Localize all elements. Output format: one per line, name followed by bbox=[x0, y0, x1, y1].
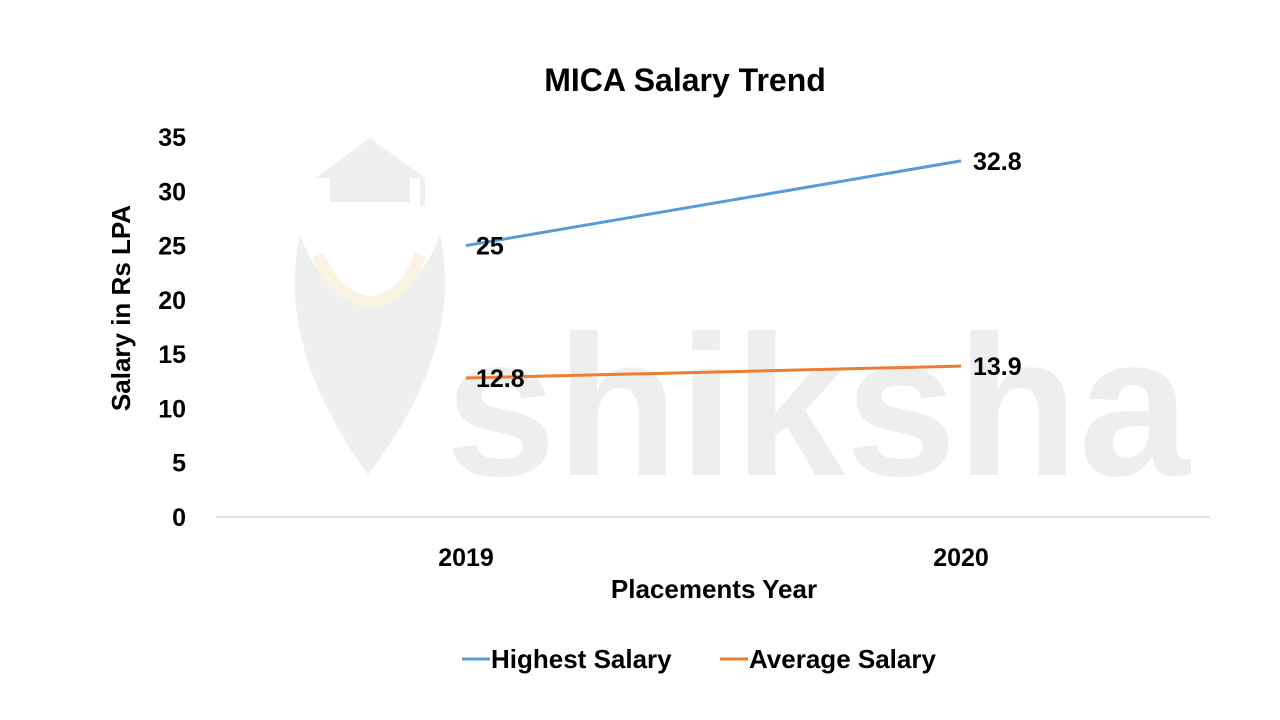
data-label: 12.8 bbox=[476, 365, 525, 393]
series-line-2 bbox=[465, 364, 962, 380]
shiksha-watermark: shiksha bbox=[294, 138, 1192, 518]
data-label: 25 bbox=[476, 233, 504, 261]
y-axis-title: Salary in Rs LPA bbox=[106, 205, 136, 411]
data-label: 13.9 bbox=[973, 353, 1022, 381]
series-line-1 bbox=[465, 159, 962, 248]
graduation-cap-icon bbox=[315, 138, 425, 206]
x-axis-ticks: 2019 2020 bbox=[438, 544, 989, 572]
y-tick-label: 5 bbox=[172, 450, 186, 478]
pen-nib-highlight bbox=[312, 252, 426, 309]
data-labels: 25 32.8 12.8 13.9 bbox=[476, 148, 1022, 393]
watermark-wordmark: shiksha bbox=[445, 295, 1192, 518]
data-label: 32.8 bbox=[973, 148, 1022, 176]
y-tick-label: 20 bbox=[158, 287, 186, 315]
y-tick-label: 25 bbox=[158, 233, 186, 261]
legend: Highest Salary Average Salary bbox=[462, 644, 936, 674]
chart-title: MICA Salary Trend bbox=[544, 62, 826, 98]
y-axis-ticks: 0 5 10 15 20 25 30 35 bbox=[158, 124, 186, 532]
y-tick-label: 0 bbox=[172, 504, 186, 532]
legend-label-2: Average Salary bbox=[749, 644, 936, 674]
legend-label-1: Highest Salary bbox=[491, 644, 672, 674]
y-tick-label: 30 bbox=[158, 178, 186, 206]
pen-nib-icon bbox=[294, 235, 446, 475]
y-tick-label: 35 bbox=[158, 124, 186, 152]
x-tick-label: 2019 bbox=[438, 544, 494, 572]
x-axis-title: Placements Year bbox=[611, 574, 817, 604]
series-lines bbox=[465, 159, 962, 380]
y-tick-label: 10 bbox=[158, 395, 186, 423]
y-tick-label: 15 bbox=[158, 341, 186, 369]
x-tick-label: 2020 bbox=[933, 544, 989, 572]
